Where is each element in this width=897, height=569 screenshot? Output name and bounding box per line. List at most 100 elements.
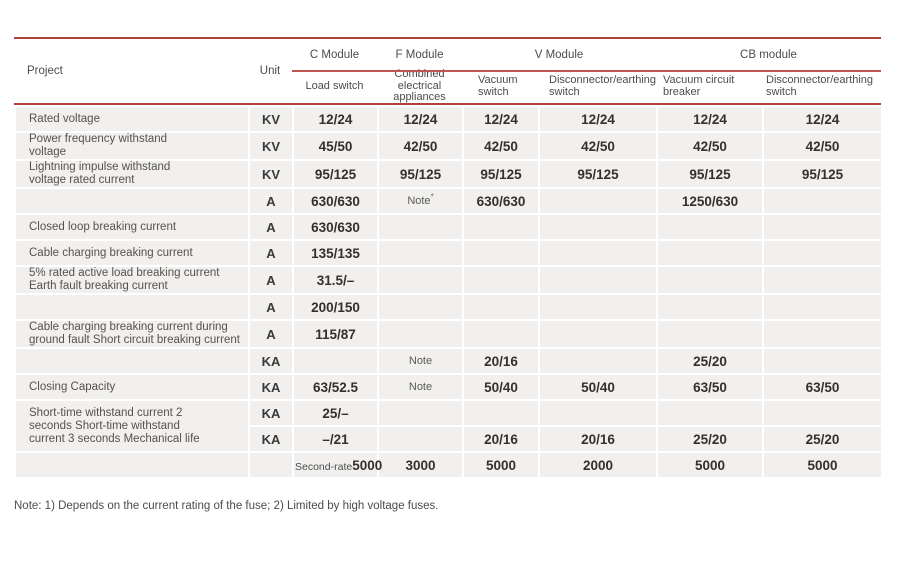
unit-cell: KA	[248, 373, 294, 401]
value-cell	[377, 265, 464, 295]
value-cell: 12/24	[292, 105, 379, 133]
table-row: A 630/630 Note* 630/630 1250/630	[14, 187, 883, 215]
value-cell: 630/630	[292, 213, 379, 241]
value-cell	[762, 239, 883, 267]
project-column-header: Project	[27, 65, 63, 77]
value-cell: 12/24	[762, 105, 883, 133]
unit-cell: KA	[248, 399, 294, 427]
column-header-vacuum-switch: Vacuum switch	[478, 74, 518, 98]
value-cell: 3000	[377, 451, 464, 479]
column-header-disconnector-earthing-switch-v: Disconnector/earthing switch	[549, 74, 657, 98]
value-cell: 630/630	[292, 187, 379, 215]
value-cell	[762, 265, 883, 295]
value-cell: 50/40	[462, 373, 540, 401]
unit-cell: KV	[248, 105, 294, 133]
value-cell	[462, 239, 540, 267]
value-cell: 5000	[762, 451, 883, 479]
value-cell	[538, 347, 658, 375]
value-cell	[538, 187, 658, 215]
value-cell: 2000	[538, 451, 658, 479]
project-cell: Cable charging breaking current	[14, 239, 250, 267]
value-cell: 5000	[656, 451, 764, 479]
value-cell: 95/125	[462, 159, 540, 189]
value-cell: 25/20	[762, 425, 883, 453]
value-cell: 115/87	[292, 319, 379, 349]
unit-cell: KA	[248, 347, 294, 375]
value-cell	[656, 399, 764, 427]
value-cell: –/21	[292, 425, 379, 453]
value-cell: 45/50	[292, 131, 379, 161]
value-cell: 25/20	[656, 425, 764, 453]
unit-cell: KA	[248, 425, 294, 453]
value-cell	[538, 399, 658, 427]
value-cell	[538, 213, 658, 241]
value-cell	[462, 265, 540, 295]
value-cell	[377, 293, 464, 321]
project-cell	[14, 293, 250, 321]
project-cell: Lightning impulse withstand voltage rate…	[14, 159, 250, 189]
value-cell	[462, 213, 540, 241]
table-row: KA Note 20/16 25/20	[14, 347, 883, 375]
value-cell: 200/150	[292, 293, 379, 321]
value-cell	[762, 319, 883, 349]
project-cell	[14, 187, 250, 215]
value-cell	[462, 319, 540, 349]
group-header-c-module: C Module	[309, 48, 360, 61]
table-row: Short-time withstand current 2 seconds S…	[14, 399, 883, 453]
value-cell: 1250/630	[656, 187, 764, 215]
unit-cell: A	[248, 239, 294, 267]
value-cell: 42/50	[538, 131, 658, 161]
value-cell	[538, 319, 658, 349]
table-row: Rated voltage KV 12/24 12/24 12/24 12/24 12/24…	[14, 105, 883, 133]
group-header-v-module: V Module	[534, 48, 584, 61]
value-cell: 12/24	[656, 105, 764, 133]
value-cell	[538, 265, 658, 295]
value-cell	[462, 399, 540, 427]
value-cell: 12/24	[377, 105, 464, 133]
value-cell: 25/–	[292, 399, 379, 427]
value-cell: 95/125	[656, 159, 764, 189]
value-cell	[762, 293, 883, 321]
project-cell: 5% rated active load breaking current Ea…	[14, 265, 250, 295]
top-rule-line	[14, 37, 881, 39]
value-cell: 5000	[462, 451, 540, 479]
value-cell	[656, 239, 764, 267]
value-cell: 20/16	[462, 347, 540, 375]
table-row: A 200/150	[14, 293, 883, 321]
value-cell: 20/16	[538, 425, 658, 453]
value-cell: 12/24	[538, 105, 658, 133]
unit-cell: A	[248, 187, 294, 215]
value-cell: Second-rate5000	[292, 451, 382, 479]
unit-cell: KV	[248, 131, 294, 161]
table-row: 5% rated active load breaking current Ea…	[14, 265, 883, 295]
header-bottom-rule-line	[14, 103, 881, 105]
value-cell: Note	[377, 373, 464, 401]
value-cell: 95/125	[377, 159, 464, 189]
value-cell	[377, 239, 464, 267]
value-cell: 630/630	[462, 187, 540, 215]
value-cell	[377, 319, 464, 349]
column-header-combined-electrical-appliances: Combined electrical appliances	[393, 68, 446, 104]
project-cell: Rated voltage	[14, 105, 250, 133]
value-cell: 25/20	[656, 347, 764, 375]
value-cell: Note	[377, 347, 464, 375]
unit-cell: A	[248, 213, 294, 241]
unit-cell: A	[248, 319, 294, 349]
value-cell	[377, 213, 464, 241]
table-row: Second-rate5000 3000 5000 2000 5000 5000	[14, 451, 883, 479]
project-cell: Closing Capacity	[14, 373, 250, 401]
value-cell: 63/50	[656, 373, 764, 401]
group-header-cb-module: CB module	[740, 48, 797, 61]
value-cell: 63/50	[762, 373, 883, 401]
value-cell: 95/125	[292, 159, 379, 189]
value-cell	[762, 213, 883, 241]
value-cell	[656, 319, 764, 349]
value-cell: 63/52.5	[292, 373, 379, 401]
value-cell: 42/50	[762, 131, 883, 161]
unit-cell	[248, 451, 294, 479]
project-cell: Cable charging breaking current during g…	[14, 319, 250, 349]
value-cell: 31.5/–	[292, 265, 379, 295]
value-cell: 42/50	[656, 131, 764, 161]
value-cell	[292, 347, 379, 375]
value-cell	[762, 399, 883, 427]
